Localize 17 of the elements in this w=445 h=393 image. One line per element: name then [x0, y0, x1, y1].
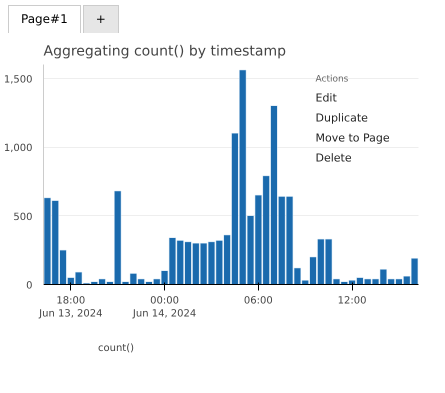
annotation: Duplicate [316, 112, 368, 124]
chart-title: Aggregating count() by timestamp [44, 44, 286, 60]
y-tick-label: 500 [13, 212, 33, 223]
text: + [82, 5, 119, 34]
annotation: Edit [316, 92, 338, 104]
x-tick-label: 12:00 [338, 296, 367, 306]
x-tick-label: 18:00 Jun 13, 2024 [38, 296, 103, 320]
x-tick-label: 00:00 Jun 14, 2024 [132, 296, 196, 320]
annotation: Actions [316, 74, 349, 84]
text: Page#1 [8, 5, 81, 34]
y-tick-label: 1,500 [4, 74, 33, 86]
text: count() [98, 343, 134, 354]
annotation: Move to Page [316, 132, 390, 144]
x-tick-label: 06:00 [244, 296, 273, 306]
y-tick-label: 1,000 [4, 143, 33, 154]
y-tick-label: 0 [26, 280, 33, 292]
annotation: Delete [316, 152, 352, 164]
